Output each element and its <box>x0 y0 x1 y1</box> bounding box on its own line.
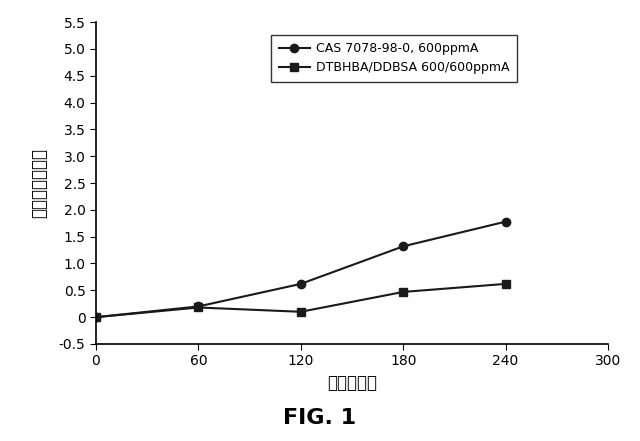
DTBHBA/DDBSA 600/600ppmA <box>92 314 100 320</box>
DTBHBA/DDBSA 600/600ppmA <box>297 309 305 314</box>
DTBHBA/DDBSA 600/600ppmA <box>399 289 407 295</box>
CAS 7078-98-0, 600ppmA <box>92 314 100 320</box>
Y-axis label: ポリマー（％）: ポリマー（％） <box>29 148 48 218</box>
X-axis label: 時間（分）: 時間（分） <box>327 374 377 392</box>
CAS 7078-98-0, 600ppmA <box>297 281 305 287</box>
Line: CAS 7078-98-0, 600ppmA: CAS 7078-98-0, 600ppmA <box>92 217 510 321</box>
Text: FIG. 1: FIG. 1 <box>284 408 356 428</box>
CAS 7078-98-0, 600ppmA <box>195 304 202 309</box>
Line: DTBHBA/DDBSA 600/600ppmA: DTBHBA/DDBSA 600/600ppmA <box>92 280 510 321</box>
Legend: CAS 7078-98-0, 600ppmA, DTBHBA/DDBSA 600/600ppmA: CAS 7078-98-0, 600ppmA, DTBHBA/DDBSA 600… <box>271 35 517 82</box>
CAS 7078-98-0, 600ppmA <box>399 244 407 249</box>
DTBHBA/DDBSA 600/600ppmA <box>195 305 202 310</box>
CAS 7078-98-0, 600ppmA <box>502 219 509 224</box>
DTBHBA/DDBSA 600/600ppmA <box>502 281 509 287</box>
